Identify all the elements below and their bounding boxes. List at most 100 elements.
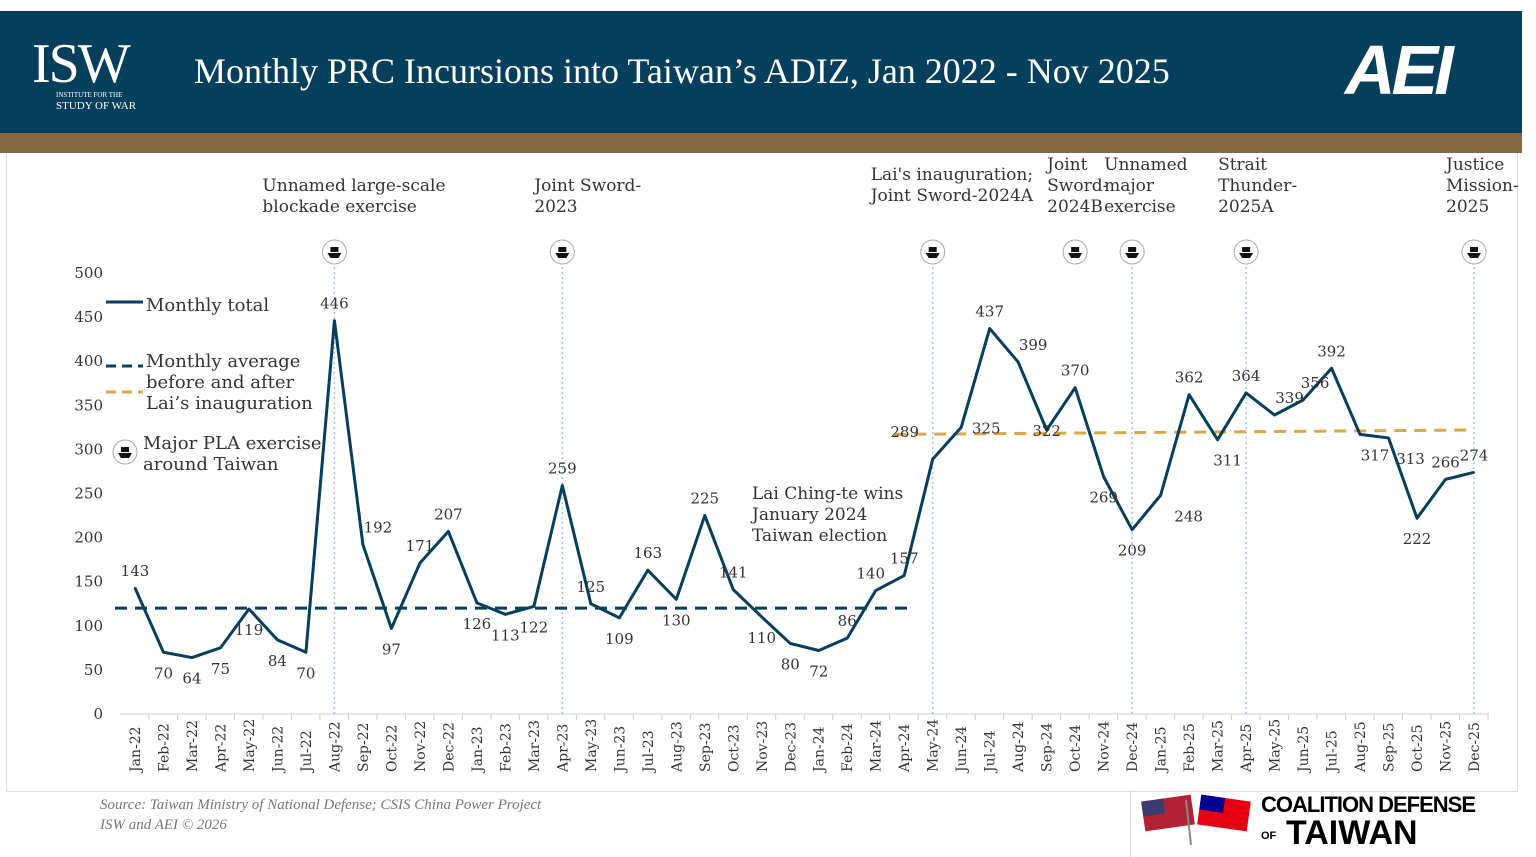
x-tick-label: Jan-23 — [470, 726, 486, 774]
data-point — [475, 601, 478, 604]
aei-logo: AEI — [1345, 31, 1454, 109]
data-label: 72 — [809, 662, 828, 680]
y-tick-label: 150 — [74, 573, 103, 591]
isw-sub1: INSTITUTE FOR THE — [56, 91, 123, 99]
ship-icon-glyph — [1125, 247, 1140, 258]
data-point — [931, 458, 934, 461]
y-tick-label: 200 — [74, 529, 103, 547]
data-point — [304, 651, 307, 654]
y-tick-label: 300 — [74, 440, 103, 458]
x-tick-label: Apr-24 — [897, 724, 913, 773]
data-label: 259 — [548, 460, 577, 478]
data-point — [1102, 475, 1105, 478]
data-label: 269 — [1089, 489, 1118, 507]
event-label: Lai's inauguration; — [871, 165, 1033, 185]
x-tick-label: Oct-25 — [1410, 725, 1426, 773]
x-tick-label: Feb-22 — [156, 723, 172, 772]
data-label: 75 — [211, 660, 230, 678]
data-point — [732, 588, 735, 591]
data-label: 325 — [972, 419, 1001, 437]
data-point — [1074, 386, 1077, 389]
x-tick-label: Jun-25 — [1296, 726, 1312, 774]
data-label: 362 — [1175, 369, 1204, 387]
x-tick-label: Jan-25 — [1154, 726, 1170, 774]
x-tick-label: Apr-22 — [213, 724, 229, 773]
y-tick-label: 250 — [74, 485, 103, 503]
data-point — [532, 605, 535, 608]
data-label: 289 — [890, 423, 919, 441]
source-note: Source: Taiwan Ministry of National Defe… — [100, 795, 541, 835]
y-tick-label: 0 — [93, 705, 103, 723]
data-point — [162, 651, 165, 654]
y-tick-label: 500 — [74, 264, 103, 282]
data-label: 130 — [662, 611, 691, 629]
data-point — [789, 642, 792, 645]
data-point — [190, 656, 193, 659]
event-label: 2024B — [1047, 197, 1103, 217]
data-point — [1188, 393, 1191, 396]
x-tick-label: May-22 — [242, 719, 258, 772]
election-annotation: Lai Ching-te wins — [752, 484, 903, 504]
coalition-of: OF — [1261, 830, 1277, 842]
data-point — [618, 616, 621, 619]
x-tick-label: Jul-25 — [1325, 730, 1341, 774]
x-tick-label: Apr-23 — [555, 724, 571, 773]
data-point — [1216, 438, 1219, 441]
x-tick-label: May-24 — [926, 719, 942, 772]
flags-icon — [1141, 794, 1251, 846]
data-point — [447, 530, 450, 533]
event-label: Joint — [1045, 155, 1087, 175]
data-label: 141 — [719, 564, 748, 582]
data-label: 209 — [1118, 542, 1147, 560]
x-tick-label: Oct-23 — [726, 725, 742, 773]
x-tick-label: Jan-22 — [128, 726, 144, 774]
data-label: 119 — [235, 621, 264, 639]
x-tick-label: Feb-23 — [498, 723, 514, 772]
event-label: Strait — [1218, 155, 1267, 175]
data-point — [1017, 361, 1020, 364]
data-label: 274 — [1460, 446, 1489, 464]
x-tick-label: Sep-23 — [698, 723, 714, 772]
data-label: 86 — [838, 612, 857, 630]
data-label: 157 — [890, 550, 919, 568]
x-tick-label: Aug-24 — [1011, 721, 1027, 773]
event-label: exercise — [1104, 197, 1176, 217]
x-tick-label: Jun-24 — [954, 726, 970, 774]
data-point — [960, 426, 963, 429]
data-label: 266 — [1431, 453, 1460, 471]
data-label: 356 — [1301, 374, 1330, 392]
ship-icon-glyph — [1068, 247, 1083, 258]
data-label: 225 — [690, 490, 719, 508]
x-tick-label: Oct-22 — [384, 725, 400, 773]
event-label: Joint Sword- — [532, 176, 641, 196]
x-tick-label: Feb-24 — [840, 723, 856, 772]
x-tick-label: Jan-24 — [812, 726, 828, 774]
x-tick-label: Feb-25 — [1182, 723, 1198, 772]
data-point — [760, 615, 763, 618]
event-label: Unnamed large-scale — [262, 176, 445, 196]
data-label: 84 — [268, 652, 287, 670]
event-label: Thunder- — [1218, 176, 1297, 196]
data-label: 110 — [747, 629, 776, 647]
data-label: 399 — [1019, 336, 1048, 354]
x-tick-label: Jul-23 — [641, 730, 657, 774]
legend-item: around Taiwan — [143, 454, 279, 475]
event-label: Unnamed — [1104, 155, 1188, 175]
data-point — [1444, 478, 1447, 481]
data-point — [1330, 367, 1333, 370]
election-annotation: Taiwan election — [752, 526, 887, 546]
x-tick-label: Dec-22 — [441, 722, 457, 772]
event-label: 2023 — [534, 197, 577, 217]
ship-icon-glyph — [555, 247, 570, 258]
x-tick-label: Nov-23 — [755, 721, 771, 772]
legend-ship-glyph — [118, 447, 132, 458]
legend-item: Major PLA exercise — [143, 433, 321, 454]
legend-item: before and after — [146, 372, 295, 393]
header-bar — [0, 11, 1522, 133]
event-label: Justice — [1444, 155, 1504, 175]
event-label: blockade exercise — [262, 197, 416, 217]
data-point — [1159, 494, 1162, 497]
data-label: 80 — [781, 655, 800, 673]
isw-sub2: STUDY OF WAR — [56, 100, 137, 112]
